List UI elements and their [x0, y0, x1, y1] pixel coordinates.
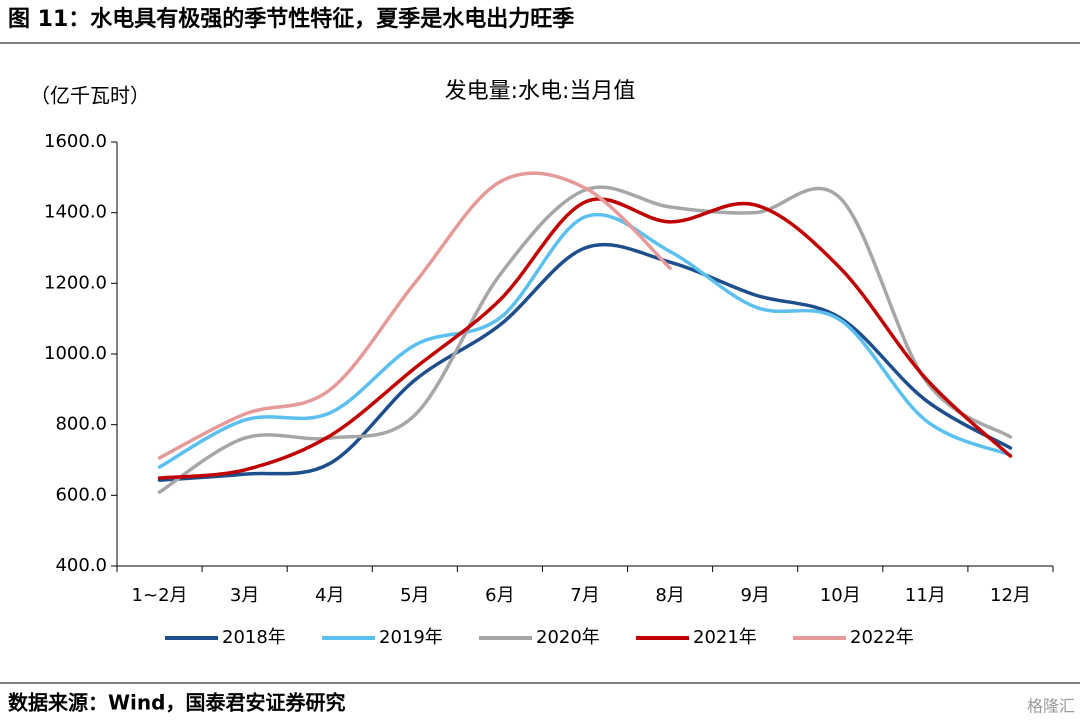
y-tick-label: 600.0 [55, 484, 107, 505]
chart-title: 发电量:水电:当月值 [445, 79, 636, 104]
x-tick-label: 12月 [990, 585, 1031, 606]
legend-label: 2022年 [850, 627, 914, 648]
y-tick-label: 1400.0 [44, 202, 107, 223]
x-tick-label: 5月 [400, 585, 429, 606]
x-tick-label: 7月 [570, 585, 599, 606]
y-tick-label: 1600.0 [44, 131, 107, 152]
x-tick-label: 4月 [315, 585, 344, 606]
x-tick-label: 1~2月 [132, 585, 188, 606]
y-tick-label: 400.0 [55, 555, 107, 576]
watermark: 格隆汇 [1027, 697, 1075, 716]
x-tick-label: 10月 [820, 585, 861, 606]
series-line [157, 197, 1013, 480]
series-line [157, 171, 672, 460]
legend-label: 2021年 [693, 627, 757, 648]
y-tick-label: 800.0 [55, 414, 107, 435]
series-line [157, 185, 1013, 494]
series-line [157, 212, 1013, 469]
x-tick-label: 11月 [905, 585, 946, 606]
legend-label: 2018年 [222, 627, 286, 648]
x-tick-label: 8月 [655, 585, 684, 606]
y-tick-label: 1000.0 [44, 343, 107, 364]
series-line [157, 242, 1013, 482]
y-tick-label: 1200.0 [44, 272, 107, 293]
x-tick-label: 3月 [230, 585, 259, 606]
footer: 数据来源：Wind，国泰君安证券研究 [8, 691, 345, 715]
y-axis-label: （亿千瓦时） [30, 84, 150, 108]
x-tick-label: 9月 [740, 585, 769, 606]
legend-label: 2019年 [379, 627, 443, 648]
legend-label: 2020年 [536, 627, 600, 648]
header: 图 11：水电具有极强的季节性特征，夏季是水电出力旺季 [8, 6, 574, 32]
x-tick-label: 6月 [485, 585, 514, 606]
